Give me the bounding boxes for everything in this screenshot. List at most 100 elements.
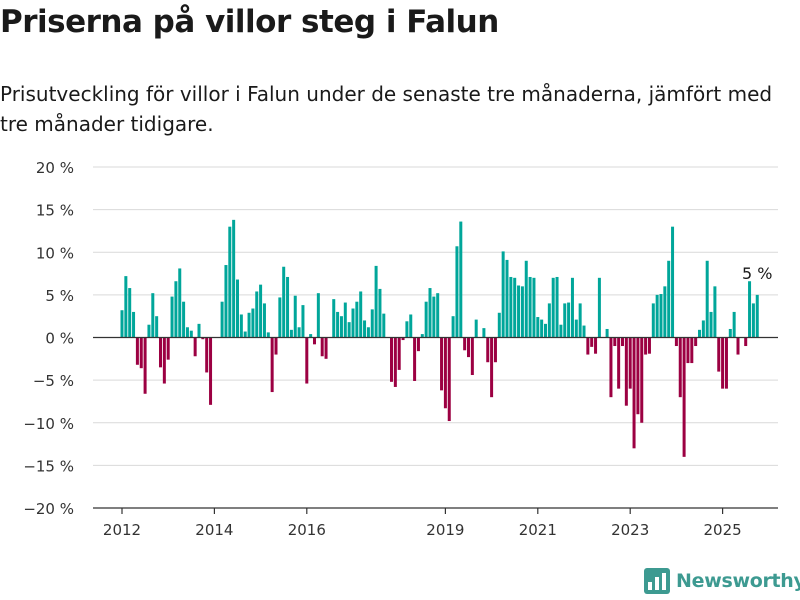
bar xyxy=(363,320,367,338)
bar xyxy=(493,337,497,363)
bar xyxy=(651,303,655,338)
bar xyxy=(463,337,467,351)
bar xyxy=(124,276,128,338)
bar xyxy=(209,337,213,405)
y-tick-label: −5 % xyxy=(33,372,74,390)
bar xyxy=(185,327,189,338)
bar xyxy=(451,316,455,338)
bar xyxy=(286,276,290,338)
bar xyxy=(220,301,224,338)
bar xyxy=(332,299,336,338)
bar xyxy=(397,337,401,370)
y-tick-label: −20 % xyxy=(23,500,74,518)
bar xyxy=(624,337,628,406)
bar xyxy=(578,303,582,338)
bar xyxy=(420,334,424,338)
bar xyxy=(505,259,509,338)
bar xyxy=(736,337,740,355)
bar xyxy=(547,303,551,338)
chart-subtitle: Prisutveckling för villor i Falun under … xyxy=(0,82,773,136)
bar xyxy=(139,337,143,369)
bar xyxy=(416,337,420,352)
bar xyxy=(243,331,247,338)
bar xyxy=(393,337,397,387)
bar xyxy=(293,295,297,338)
bar xyxy=(605,328,609,338)
bar xyxy=(228,226,232,338)
bar xyxy=(274,337,278,355)
x-tick-label: 2019 xyxy=(426,521,464,539)
bar xyxy=(474,319,478,338)
bar xyxy=(709,311,713,338)
bar xyxy=(744,337,748,347)
bar xyxy=(628,337,632,389)
bar xyxy=(155,316,159,338)
bar xyxy=(609,337,613,398)
bar xyxy=(247,312,251,338)
bar xyxy=(436,293,440,338)
bar xyxy=(347,322,351,338)
bar xyxy=(655,294,659,338)
bar xyxy=(470,337,474,376)
bar xyxy=(678,337,682,398)
bar xyxy=(728,328,732,338)
y-tick-label: 15 % xyxy=(36,202,74,220)
bar xyxy=(143,337,147,394)
bar xyxy=(697,329,702,338)
bar xyxy=(197,323,201,338)
bar xyxy=(582,325,586,338)
bar xyxy=(324,337,328,359)
bar xyxy=(162,337,166,384)
bar xyxy=(182,301,186,338)
bar xyxy=(382,313,386,338)
bar xyxy=(536,317,540,338)
bar xyxy=(201,337,205,340)
bar xyxy=(278,297,282,338)
bar xyxy=(482,328,486,338)
bar xyxy=(301,305,305,338)
bar xyxy=(509,276,513,338)
bar xyxy=(312,337,317,345)
bar xyxy=(270,337,274,393)
bar xyxy=(405,321,409,338)
bar xyxy=(632,337,636,449)
bar xyxy=(724,337,728,389)
y-tick-label: 10 % xyxy=(36,244,74,262)
bar xyxy=(166,337,170,360)
bar xyxy=(320,337,324,357)
bar xyxy=(413,337,417,381)
bar xyxy=(370,309,374,338)
y-tick-label: 5 % xyxy=(45,287,74,305)
bar xyxy=(532,277,536,338)
bar xyxy=(378,288,382,338)
bar xyxy=(694,337,698,347)
bar xyxy=(617,337,621,389)
bar xyxy=(135,337,139,365)
bar xyxy=(559,324,563,338)
bar xyxy=(309,334,313,338)
y-tick-label: 0 % xyxy=(45,330,74,348)
bar xyxy=(305,337,309,384)
bar xyxy=(359,291,363,338)
bar xyxy=(613,337,617,347)
bar xyxy=(513,277,517,338)
bar xyxy=(235,279,240,338)
bar xyxy=(686,337,690,364)
bar xyxy=(751,303,755,338)
x-tick-label: 2021 xyxy=(519,521,557,539)
bar xyxy=(251,308,255,338)
bar xyxy=(409,314,413,338)
bar xyxy=(597,277,601,338)
bar xyxy=(528,276,532,338)
y-tick-label: 20 % xyxy=(36,159,74,177)
newsworthy-logo: Newsworthy xyxy=(644,568,800,594)
bar xyxy=(262,303,266,338)
bar xyxy=(282,266,286,338)
bar xyxy=(594,337,598,354)
bar xyxy=(151,293,155,338)
x-tick-label: 2023 xyxy=(611,521,649,539)
bar xyxy=(590,337,594,347)
bar xyxy=(640,337,644,423)
bar xyxy=(355,301,359,338)
